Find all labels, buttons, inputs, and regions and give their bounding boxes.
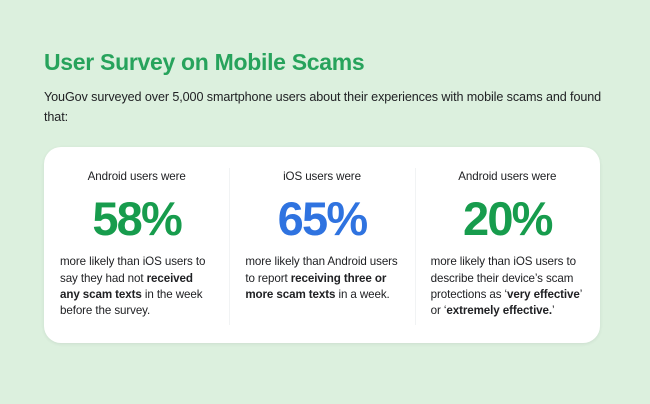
page-title: User Survey on Mobile Scams [44, 49, 365, 75]
stats-card: Android users were 58% more likely than … [44, 147, 600, 343]
stat-column-2: iOS users were 65% more likely than Andr… [229, 147, 414, 343]
stat-body-1: more likely than iOS users to say they h… [60, 255, 206, 318]
stat-heading-2: iOS users were [283, 170, 361, 183]
stat-heading-3: Android users were [458, 170, 557, 183]
stat-column-1: Android users were 58% more likely than … [44, 147, 229, 343]
stat-value-1: 58% [92, 192, 182, 246]
stat-body-3: more likely than iOS users to describe t… [430, 255, 582, 318]
intro-paragraph: YouGov surveyed over 5,000 smartphone us… [44, 90, 602, 124]
stat-column-3: Android users were 20% more likely than … [414, 147, 600, 343]
stat-heading-1: Android users were [87, 170, 186, 183]
stat-value-3: 20% [462, 192, 553, 246]
stat-value-2: 65% [277, 192, 368, 246]
stat-body-2: more likely than Android users to report… [245, 255, 398, 301]
